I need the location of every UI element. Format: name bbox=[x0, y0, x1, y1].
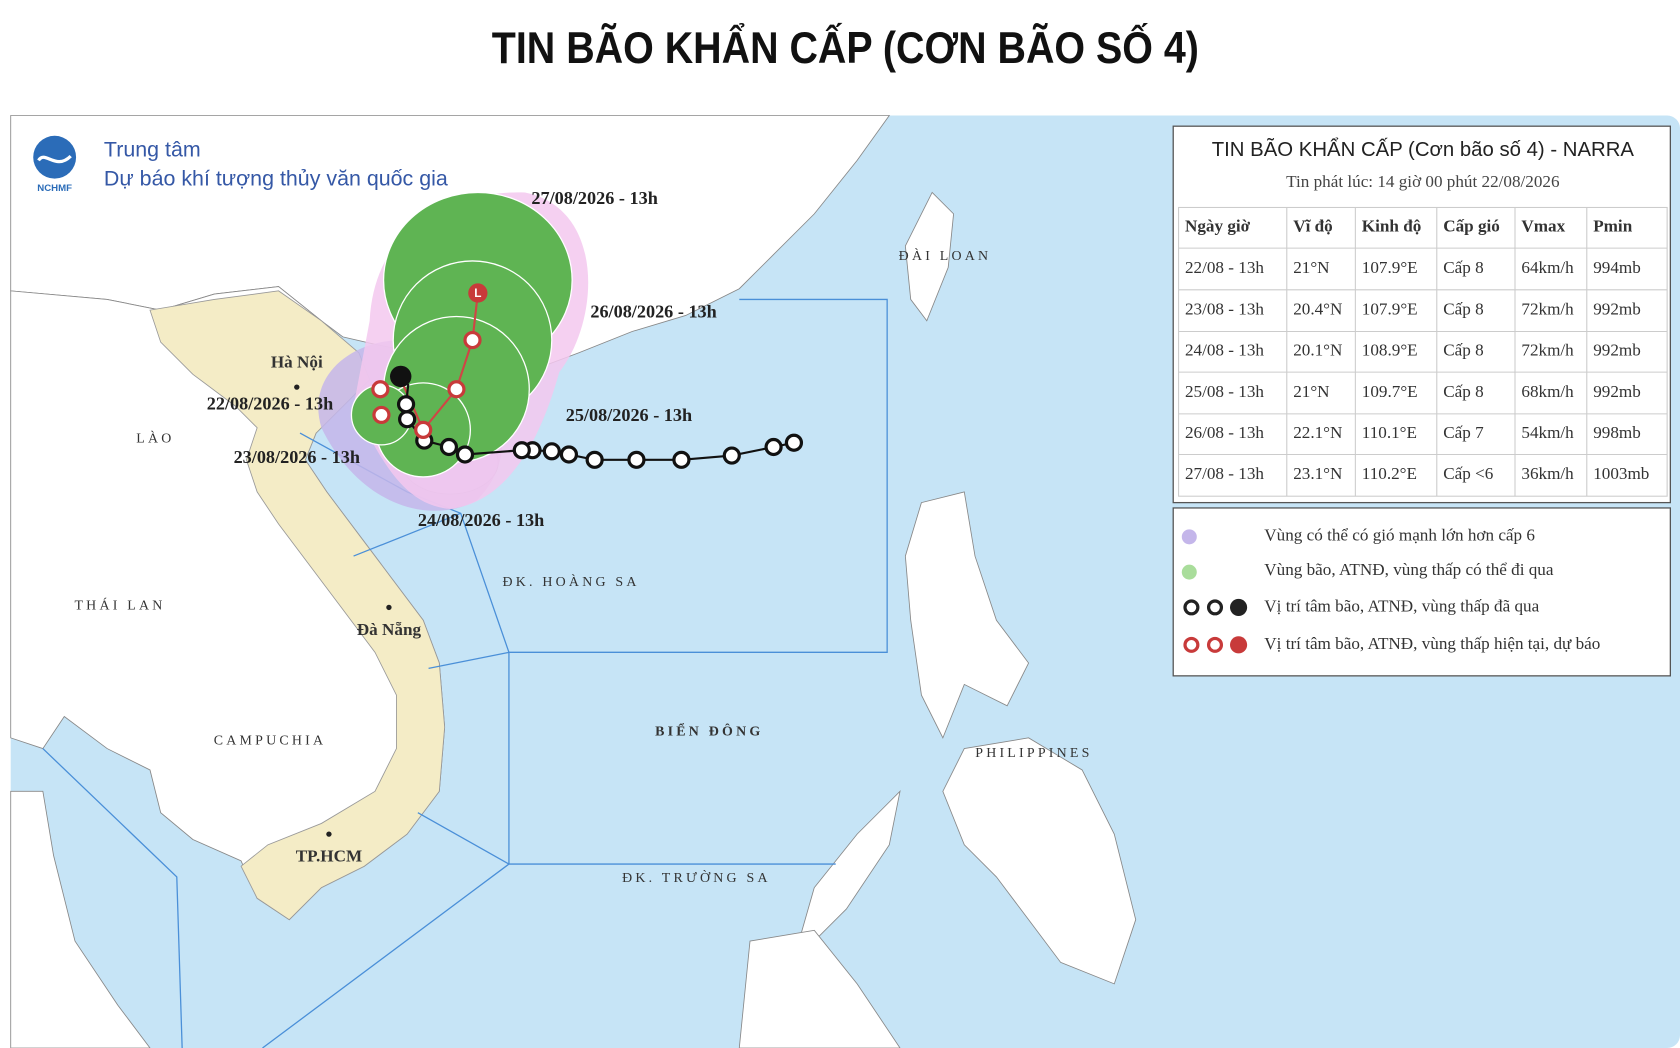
map-label: CAMPUCHIA bbox=[214, 733, 326, 748]
table-cell: 25/08 - 13h bbox=[1185, 382, 1264, 401]
track-date-label: 27/08/2026 - 13h bbox=[531, 188, 657, 208]
map-label: THÁI LAN bbox=[74, 597, 165, 614]
table-header-cell: Ngày giờ bbox=[1185, 217, 1251, 236]
land-borneo bbox=[738, 929, 901, 1048]
table-cell: Cấp 8 bbox=[1443, 258, 1483, 277]
table-cell: 107.9°E bbox=[1362, 300, 1418, 319]
table-cell: 23/08 - 13h bbox=[1185, 300, 1264, 319]
map-label: TP.HCM bbox=[296, 847, 362, 866]
table-cell: 54km/h bbox=[1521, 423, 1574, 442]
table-cell: Cấp 8 bbox=[1443, 382, 1483, 401]
forecast-table: Ngày giờ Vĩ độ Kinh độ Cấp gió Vmax Pmin 22/08… bbox=[1178, 206, 1668, 497]
table-header-cell: Kinh độ bbox=[1362, 217, 1422, 236]
table-cell: 107.9°E bbox=[1362, 258, 1418, 277]
table-cell: Cấp 8 bbox=[1443, 300, 1483, 319]
track-date-label: 23/08/2026 - 13h bbox=[234, 447, 360, 467]
legend-text: Vùng có thể có gió mạnh lớn hơn cấp 6 bbox=[1264, 526, 1535, 545]
legend-text: Vùng bão, ATNĐ, vùng thấp có thể đi qua bbox=[1264, 560, 1554, 579]
low-pressure-icon bbox=[468, 283, 488, 303]
table-cell: 24/08 - 13h bbox=[1185, 341, 1264, 360]
track-date-label: 25/08/2026 - 13h bbox=[566, 405, 692, 425]
table-cell: 110.1°E bbox=[1362, 423, 1417, 442]
track-date-label: 24/08/2026 - 13h bbox=[418, 510, 544, 530]
map-label: ĐÀI LOAN bbox=[899, 247, 992, 264]
table-header-cell: Pmin bbox=[1593, 217, 1632, 236]
logo-abbr: NCHMF bbox=[37, 183, 72, 194]
boundary-lines bbox=[42, 298, 888, 1048]
info-panel bbox=[1172, 125, 1671, 504]
table-cell: Cấp 7 bbox=[1443, 423, 1484, 442]
table-header-cell: Vĩ độ bbox=[1293, 217, 1333, 236]
legend-swatch-wind bbox=[1181, 529, 1197, 545]
forecast-positions bbox=[371, 330, 482, 439]
table-cell: 72km/h bbox=[1521, 300, 1574, 319]
legend-panel bbox=[1172, 507, 1671, 677]
table-cell: 68km/h bbox=[1521, 382, 1574, 401]
map-label: ĐK. TRƯỜNG SA bbox=[622, 869, 771, 886]
table-header-cell: Vmax bbox=[1521, 217, 1565, 236]
legend-text: Vị trí tâm bão, ATNĐ, vùng thấp đã qua bbox=[1264, 596, 1539, 615]
page-title: TIN BÃO KHẨN CẤP (CƠN BÃO SỐ 4) bbox=[492, 22, 1199, 73]
table-cell: Cấp 8 bbox=[1443, 341, 1483, 360]
table-cell: 998mb bbox=[1593, 423, 1641, 442]
table-cell: 994mb bbox=[1593, 258, 1641, 277]
map-label: PHILIPPINES bbox=[975, 746, 1092, 761]
legend-icons-past bbox=[1183, 598, 1248, 616]
map-label: Hà Nội bbox=[271, 353, 323, 372]
city-dots bbox=[294, 384, 392, 837]
land-taiwan bbox=[904, 191, 955, 322]
low-icon-letter: L bbox=[474, 287, 481, 300]
logo-line1: Trung tâm bbox=[104, 137, 201, 161]
map-label: BIỂN ĐÔNG bbox=[655, 722, 763, 740]
table-cell: 72km/h bbox=[1521, 341, 1574, 360]
logo: NCHMF Trung tâm Dự báo khí tượng thủy vă… bbox=[23, 130, 448, 197]
table-cell: 109.7°E bbox=[1362, 382, 1418, 401]
table-cell: 22/08 - 13h bbox=[1185, 258, 1264, 277]
map-label: ĐK. HOÀNG SA bbox=[502, 573, 639, 590]
table-cell: 22.1°N bbox=[1293, 423, 1342, 442]
table-cell: 20.1°N bbox=[1293, 341, 1342, 360]
land-luzon bbox=[904, 491, 1030, 739]
logo-emblem bbox=[33, 135, 77, 179]
table-frame bbox=[1178, 206, 1668, 497]
table-cell: 992mb bbox=[1593, 382, 1641, 401]
map-label: LÀO bbox=[136, 430, 174, 447]
table-cell: 21°N bbox=[1293, 382, 1329, 401]
land-malay bbox=[10, 790, 151, 1048]
table-cell: 64km/h bbox=[1521, 258, 1574, 277]
land-visayas-mindanao bbox=[942, 737, 1137, 985]
map-label: Đà Nẵng bbox=[357, 620, 422, 639]
track-date-label: 26/08/2026 - 13h bbox=[590, 302, 716, 322]
table-cell: 27/08 - 13h bbox=[1185, 464, 1264, 483]
table-cell: 23.1°N bbox=[1293, 464, 1342, 483]
legend-swatch-cone bbox=[1181, 564, 1197, 580]
table-cell: 992mb bbox=[1593, 300, 1641, 319]
table-cell: 20.4°N bbox=[1293, 300, 1342, 319]
panel-issued: Tin phát lúc: 14 giờ 00 phút 22/08/2026 bbox=[1286, 172, 1560, 191]
table-cell: Cấp <6 bbox=[1443, 464, 1494, 483]
table-cell: 110.2°E bbox=[1362, 464, 1417, 483]
legend-text: Vị trí tâm bão, ATNĐ, vùng thấp hiện tại… bbox=[1264, 634, 1600, 653]
table-header-cell: Cấp gió bbox=[1443, 217, 1500, 236]
legend-icons-forecast bbox=[1183, 636, 1248, 654]
track-date-label: 22/08/2026 - 13h bbox=[207, 393, 333, 413]
logo-line2: Dự báo khí tượng thủy văn quốc gia bbox=[104, 166, 448, 190]
table-cell: 36km/h bbox=[1521, 464, 1574, 483]
table-cell: 992mb bbox=[1593, 341, 1641, 360]
table-cell: 1003mb bbox=[1593, 464, 1649, 483]
table-cell: 26/08 - 13h bbox=[1185, 423, 1264, 442]
panel-title: TIN BÃO KHẨN CẤP (Cơn bão số 4) - NARRA bbox=[1212, 137, 1635, 161]
current-cluster bbox=[390, 365, 412, 388]
table-cell: 108.9°E bbox=[1362, 341, 1418, 360]
table-cell: 21°N bbox=[1293, 258, 1329, 277]
